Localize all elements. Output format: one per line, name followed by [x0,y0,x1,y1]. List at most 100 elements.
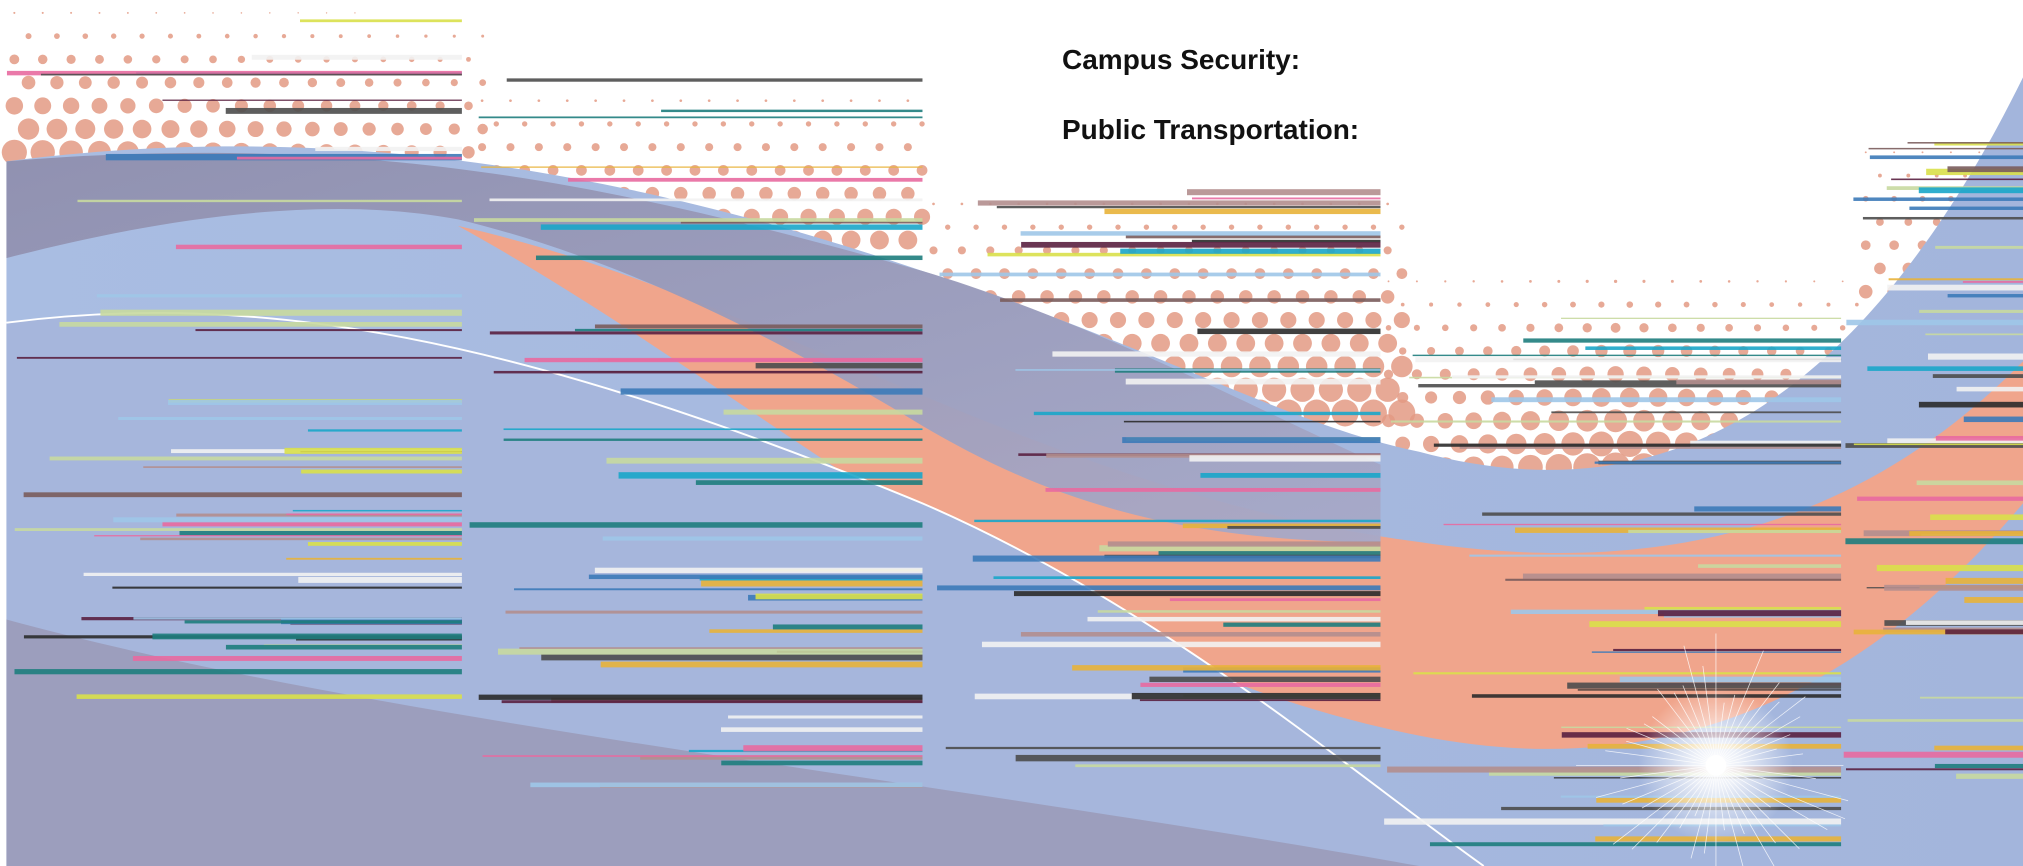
dot [506,143,514,151]
dot [648,143,656,151]
dot [363,122,376,135]
dot [1087,224,1092,229]
glitch-line [112,587,462,589]
glitch-line [301,470,462,474]
glitch-line [293,510,462,511]
dot [749,121,754,126]
glitch-line [1620,677,1841,683]
glitch-line [285,448,462,454]
dot [1754,324,1761,331]
dot [1337,312,1353,328]
dot [422,79,430,87]
dot [651,99,654,102]
dot [1391,356,1413,378]
dot [821,99,824,102]
glitch-line [1930,514,2023,520]
glitch-line [541,654,922,660]
dot [607,121,612,126]
dot [1144,224,1149,229]
glitch-line [1936,436,2023,441]
glitch-line [1628,530,1841,533]
glitch-line [993,576,1380,579]
glitch-line [140,538,462,541]
glitch-line [97,294,462,297]
glitch-line [1869,148,2023,149]
glitch-line [756,363,923,368]
glitch-line [1482,512,1841,515]
glitch-line [1034,412,1381,415]
dot [844,187,857,200]
glitch-line [1014,591,1381,596]
glitch-line [1015,369,1380,371]
glitch-line [1964,417,2023,423]
dot [945,224,950,229]
glitch-line [1909,531,2023,536]
dot [393,79,401,87]
dot [1030,224,1035,229]
glitch-line [1870,155,2023,159]
dot [1167,312,1183,328]
dot [1542,302,1547,307]
dot [1798,302,1802,306]
dot [1059,224,1064,229]
screen: Campus Security: Public Transportation: [0,0,2023,866]
dot [282,34,286,38]
glitch-line [603,537,923,541]
dot [1671,280,1674,283]
dot [1280,312,1296,328]
dot [477,124,488,135]
glitch-line [133,656,462,661]
glitch-line [1889,278,2023,280]
dot [579,121,584,126]
dot [901,187,914,200]
dot [592,143,600,151]
glitch-line [1472,694,1841,698]
glitch-line [1946,578,2023,584]
dot [1756,280,1758,282]
glitch-line [619,472,923,478]
dot [1511,346,1521,356]
glitch-line [946,747,1381,749]
glitch-line [1928,354,2023,360]
dot [708,99,711,102]
dot [535,143,543,151]
dot [367,34,371,38]
dot [1442,325,1449,332]
dot [99,12,101,14]
dot [34,97,51,114]
glitch-line [973,556,1381,562]
glitch-line [50,457,462,461]
dot [1642,280,1645,283]
glitch-line [724,410,923,415]
dot [1785,280,1787,282]
dot [365,78,373,86]
glitch-line [1223,623,1380,627]
glitch-line [41,74,462,76]
dot [1195,312,1211,328]
dot [222,77,233,88]
dot [1002,224,1007,229]
dot [702,187,715,200]
dot [1401,303,1405,307]
glitch-line [474,218,922,222]
glitch-line [286,558,462,560]
dot [1684,302,1690,308]
glitch-line [541,224,923,229]
glitch-line [1418,384,1841,387]
glitch-line [1149,677,1380,682]
dot [636,121,641,126]
glitch-line [1920,697,2023,699]
dot [1668,323,1677,332]
glitch-line [1948,294,2023,297]
glitch-line [59,322,461,327]
dot [1586,280,1589,283]
glitch-line [1434,444,1841,447]
glitch-line [1845,538,2023,544]
glitch-line [1561,318,1841,319]
glitch-line [1189,455,1380,461]
glitch-line [100,310,461,316]
dot [1223,312,1239,328]
glitch-line [118,417,462,420]
dot [75,119,95,139]
dot [1712,302,1717,307]
